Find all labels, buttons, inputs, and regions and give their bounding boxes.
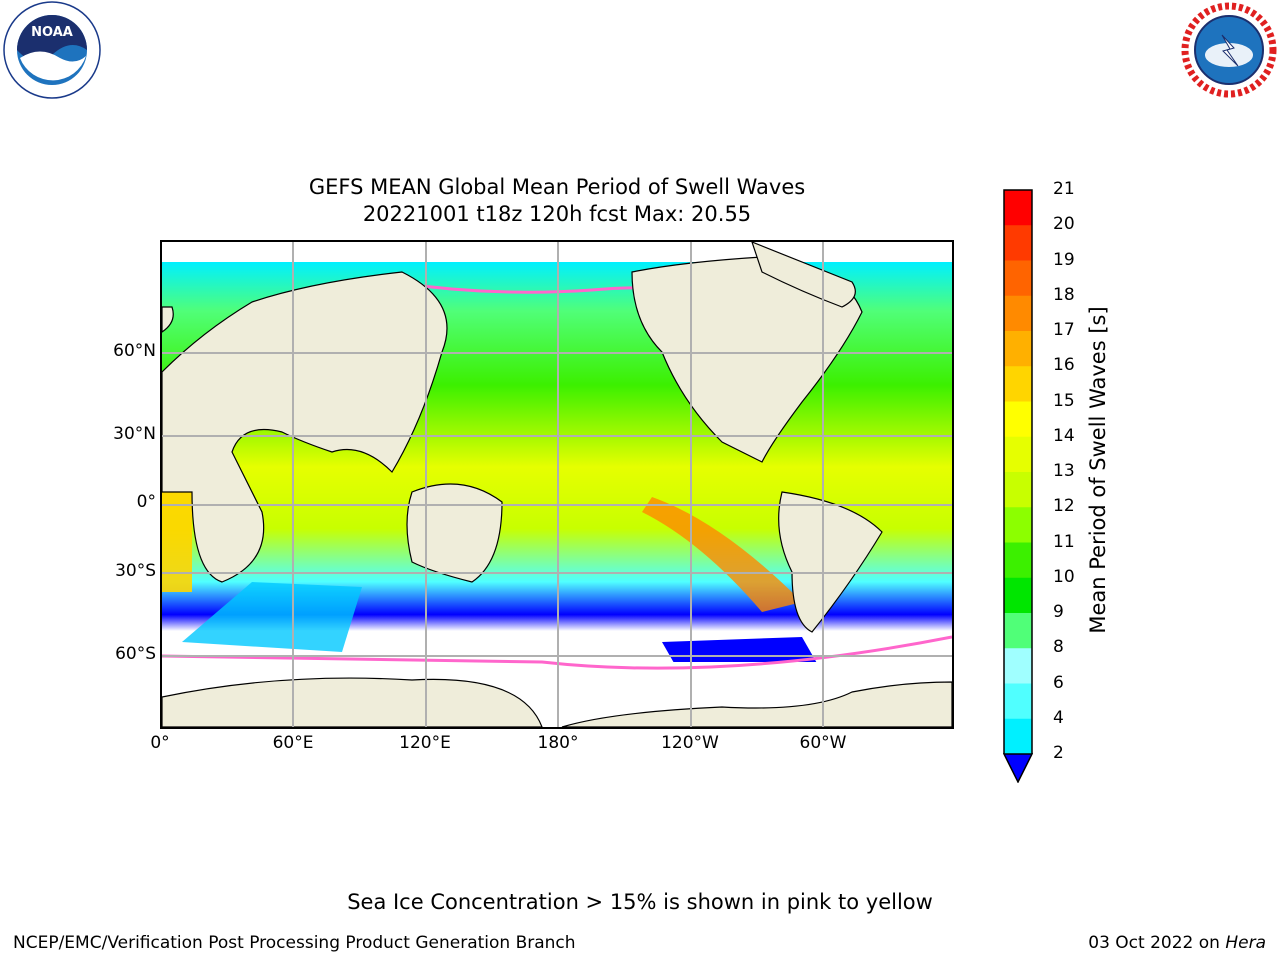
colorbar-tick-label: 16: [1053, 355, 1075, 376]
colorbar-tick-label: 10: [1053, 566, 1075, 587]
y-tick-label: 30°S: [115, 561, 156, 581]
y-tick-label: 60°S: [115, 644, 156, 664]
colorbar-tick-label: 6: [1053, 672, 1064, 693]
sea-ice-note: Sea Ice Concentration > 15% is shown in …: [347, 890, 933, 914]
colorbar-tick-label: 2: [1053, 743, 1064, 763]
footer-credit: NCEP/EMC/Verification Post Processing Pr…: [13, 933, 576, 953]
colorbar-segment: [1004, 683, 1032, 720]
colorbar-extend-arrow: [1003, 753, 1033, 783]
australia-landmass: [406, 483, 503, 583]
colorbar-tick-label: 9: [1053, 602, 1064, 622]
colorbar-tick-label: 17: [1053, 320, 1075, 340]
colorbar-tick-label: 13: [1053, 461, 1075, 481]
x-tick-label: 60°W: [799, 733, 847, 753]
colorbar-tick-label: 20: [1053, 214, 1075, 235]
greenland-landmass: [751, 242, 856, 308]
high-swell-patch: [642, 497, 802, 612]
colorbar-tick-label: 15: [1053, 390, 1075, 411]
y-tick-label: 0°: [136, 492, 156, 512]
colorbar-tick-label: 18: [1053, 284, 1075, 305]
nws-logo: [1181, 2, 1277, 98]
colorbar-segment: [1004, 507, 1032, 543]
colorbar: [1003, 189, 1033, 783]
colorbar-segment: [1004, 436, 1032, 473]
sea-ice-edge: [162, 635, 952, 670]
colorbar-segment: [1004, 331, 1032, 367]
x-tick-label: 180°: [537, 733, 579, 753]
colorbar-segment: [1004, 295, 1032, 332]
colorbar-tick-label: 14: [1053, 425, 1075, 446]
colorbar-tick-label: 21: [1053, 179, 1075, 199]
world-map: [160, 240, 954, 729]
colorbar-tick-label: 19: [1053, 249, 1075, 270]
antarctica-landmass: [162, 677, 952, 727]
colorbar-tick-label: 11: [1053, 531, 1075, 552]
colorbar-label: Mean Period of Swell Waves [s]: [1086, 306, 1110, 634]
scandinavia-landmass: [162, 306, 174, 333]
chart-subtitle: 20221001 t18z 120h fcst Max: 20.55: [362, 202, 752, 226]
noaa-logo-text: NOAA: [31, 25, 73, 40]
low-swell-patch: [182, 582, 362, 652]
colorbar-segment: [1004, 542, 1032, 579]
map-svg: [162, 242, 952, 727]
colorbar-segment: [1004, 401, 1032, 438]
colorbar-segment: [1004, 577, 1032, 614]
colorbar-segment: [1004, 366, 1032, 402]
y-tick-label: 60°N: [113, 341, 156, 361]
colorbar-segment: [1004, 613, 1032, 649]
colorbar-segment: [1004, 718, 1032, 755]
colorbar-segment: [1004, 225, 1032, 261]
colorbar-tick-label: 4: [1053, 707, 1064, 728]
high-swell-patch: [162, 492, 192, 592]
x-tick-label: 120°W: [661, 733, 719, 753]
x-tick-label: 0°: [150, 733, 170, 753]
colorbar-segment: [1004, 260, 1032, 297]
footer-machine: Hera: [1225, 933, 1266, 953]
colorbar-segment: [1004, 648, 1032, 684]
x-tick-label: 120°E: [399, 733, 451, 753]
colorbar-segment: [1004, 190, 1032, 226]
south-america-landmass: [778, 491, 883, 633]
graticule: [162, 242, 952, 727]
colorbar-tick-label: 8: [1053, 637, 1064, 658]
colorbar-segment: [1004, 472, 1032, 508]
chart-title: GEFS MEAN Global Mean Period of Swell Wa…: [308, 175, 806, 199]
footer-date: 03 Oct 2022 on Hera: [1088, 933, 1266, 953]
colorbar-tick-label: 12: [1053, 496, 1075, 517]
noaa-logo: NOAA: [3, 1, 101, 99]
y-tick-label: 30°N: [113, 424, 156, 444]
footer-date-text: 03 Oct 2022 on: [1088, 933, 1220, 953]
x-tick-label: 60°E: [272, 733, 314, 753]
